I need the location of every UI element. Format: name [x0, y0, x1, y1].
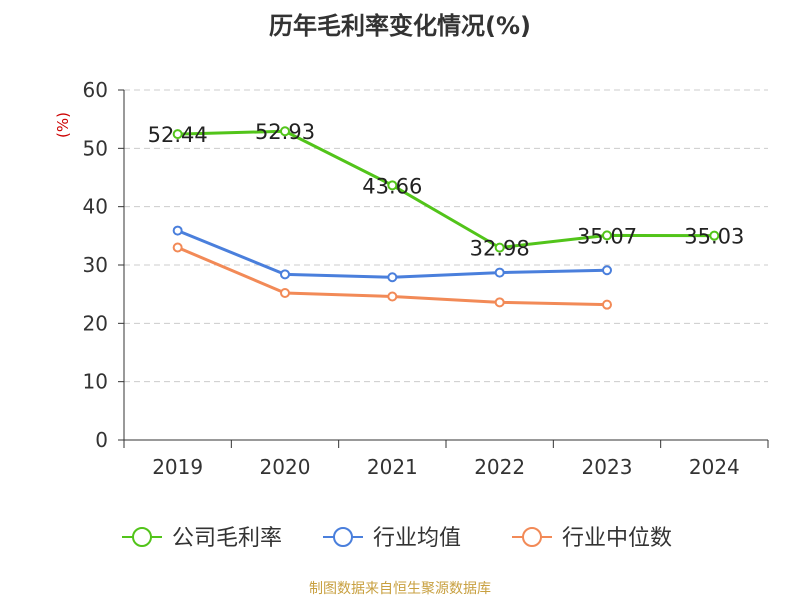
legend[interactable]: 公司毛利率 行业均值 行业中位数 — [122, 526, 672, 551]
data-point — [387, 180, 398, 191]
data-labels: 52.44 52.93 43.66 32.98 35.07 35.03 — [148, 120, 745, 260]
x-tick-label: 2020 — [260, 455, 311, 479]
x-tick-label: 2021 — [367, 455, 418, 479]
data-point — [387, 291, 398, 302]
x-tick-label: 2024 — [689, 455, 740, 479]
data-label: 35.07 — [577, 224, 637, 248]
legend-label: 行业中位数 — [562, 526, 672, 551]
data-point — [172, 225, 183, 236]
chart-title: 历年毛利率变化情况(%) — [269, 12, 531, 40]
legend-label: 公司毛利率 — [172, 526, 282, 551]
legend-item-2[interactable]: 行业中位数 — [512, 526, 672, 551]
data-point — [494, 267, 505, 278]
data-point — [602, 265, 612, 276]
data-point — [602, 230, 612, 241]
data-label: 52.44 — [148, 123, 208, 147]
series-line-1 — [177, 229, 608, 279]
data-point — [709, 230, 720, 241]
y-tick-label: 50 — [83, 136, 108, 160]
x-tick-label: 2019 — [152, 455, 203, 479]
y-tick-label: 60 — [83, 78, 108, 102]
data-point — [280, 126, 290, 137]
source-note: 制图数据来自恒生聚源数据库 — [309, 581, 491, 597]
legend-label: 行业均值 — [373, 526, 461, 551]
grid-lines — [124, 89, 768, 383]
data-point — [494, 297, 505, 308]
legend-item-0[interactable]: 公司毛利率 — [122, 526, 282, 551]
x-tick-label: 2022 — [474, 455, 525, 479]
y-axis-label: (%) — [54, 112, 72, 138]
data-label: 35.03 — [684, 225, 744, 249]
data-label: 52.93 — [255, 120, 315, 144]
data-label: 32.98 — [470, 237, 530, 261]
data-point — [172, 242, 183, 253]
data-point — [494, 242, 505, 253]
y-tick-label: 20 — [83, 311, 108, 335]
legend-item-1[interactable]: 行业均值 — [323, 526, 461, 551]
y-tick-label: 0 — [95, 428, 108, 452]
data-point — [602, 299, 612, 310]
data-point — [280, 288, 290, 298]
data-point — [280, 269, 290, 280]
series-line-0 — [177, 129, 715, 250]
y-tick-label: 30 — [83, 253, 108, 277]
legend-marker — [522, 527, 542, 547]
y-tick-label: 40 — [83, 195, 108, 219]
data-label: 43.66 — [362, 174, 422, 198]
x-tick-label: 2023 — [582, 455, 633, 479]
legend-marker — [333, 527, 353, 547]
legend-marker — [132, 527, 152, 547]
data-point — [172, 129, 183, 140]
y-tick-label: 10 — [83, 370, 108, 394]
data-point — [387, 272, 398, 283]
series-lines — [172, 126, 720, 310]
axes: 0 10 20 30 40 50 60 (%) 2019 2020 2021 2022 2023 2024 — [54, 78, 769, 479]
